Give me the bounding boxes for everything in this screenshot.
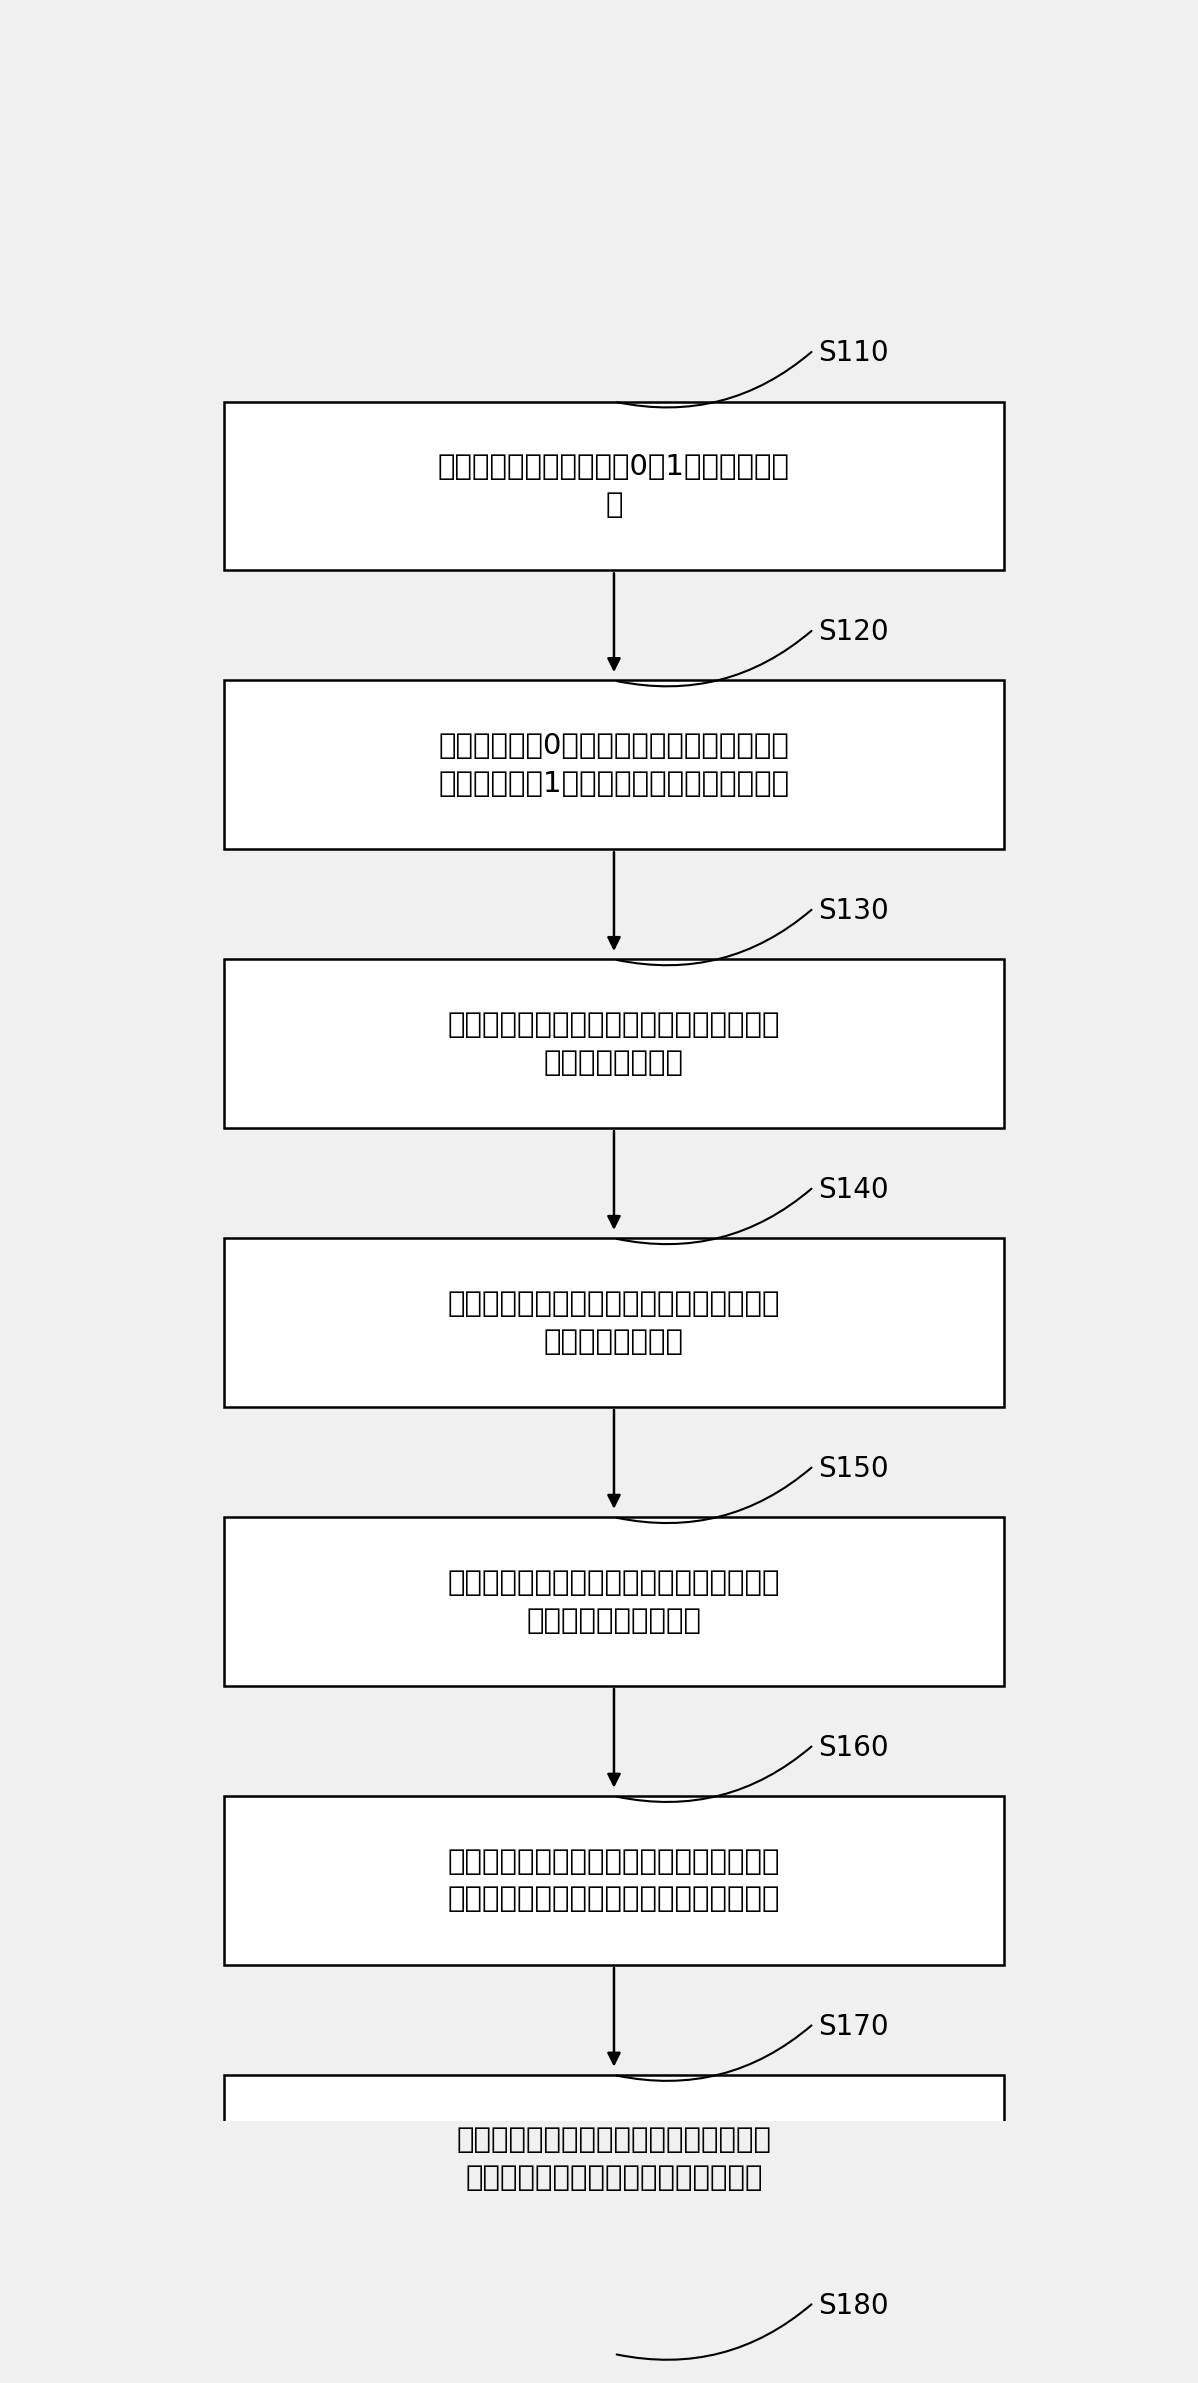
Text: S130: S130 xyxy=(818,896,889,925)
Text: S160: S160 xyxy=(818,1735,889,1761)
Bar xyxy=(224,1797,1004,1966)
Bar xyxy=(224,2354,1004,2383)
Text: S120: S120 xyxy=(818,617,889,646)
Text: S110: S110 xyxy=(818,338,889,367)
Text: 第一偏振分束器将两路线偏振信号合成一路
信号后进行信号的发射: 第一偏振分束器将两路线偏振信号合成一路 信号后进行信号的发射 xyxy=(448,1568,780,1635)
Text: 接收端接收发射的信号，并通过第二偏振分
束器将接收到的信号还原成两路太赫兹信号: 接收端接收发射的信号，并通过第二偏振分 束器将接收到的信号还原成两路太赫兹信号 xyxy=(448,1847,780,1914)
Text: S170: S170 xyxy=(818,2014,889,2040)
Bar xyxy=(224,1239,1004,1406)
Text: S150: S150 xyxy=(818,1454,889,1482)
Text: 将第一太赫兹信号转化为线偏振信号后出射
至第一偏振分束器: 将第一太赫兹信号转化为线偏振信号后出射 至第一偏振分束器 xyxy=(448,1010,780,1077)
Text: 根据待传输的数据生成由0和1组成的数字信
号: 根据待传输的数据生成由0和1组成的数字信 号 xyxy=(438,453,789,519)
Bar xyxy=(224,682,1004,848)
Bar xyxy=(224,960,1004,1127)
Bar xyxy=(224,403,1004,570)
Text: S140: S140 xyxy=(818,1175,889,1203)
Text: 将第二太赫兹信号转化为线偏振信号后出射
至第一偏振分束器: 将第二太赫兹信号转化为线偏振信号后出射 至第一偏振分束器 xyxy=(448,1289,780,1356)
Bar xyxy=(224,2076,1004,2245)
Text: S180: S180 xyxy=(818,2292,889,2319)
Text: 通过第一、第二太赫兹探测器进行信号探
测，并在探测到太赫兹信号时生成响应: 通过第一、第二太赫兹探测器进行信号探 测，并在探测到太赫兹信号时生成响应 xyxy=(456,2126,772,2192)
Bar xyxy=(224,1518,1004,1687)
Text: 在数字信号为0的各时刻发射第一太赫兹信号
、数字信号为1的各时刻发射第二太赫兹信号: 在数字信号为0的各时刻发射第一太赫兹信号 、数字信号为1的各时刻发射第二太赫兹信… xyxy=(438,732,789,798)
